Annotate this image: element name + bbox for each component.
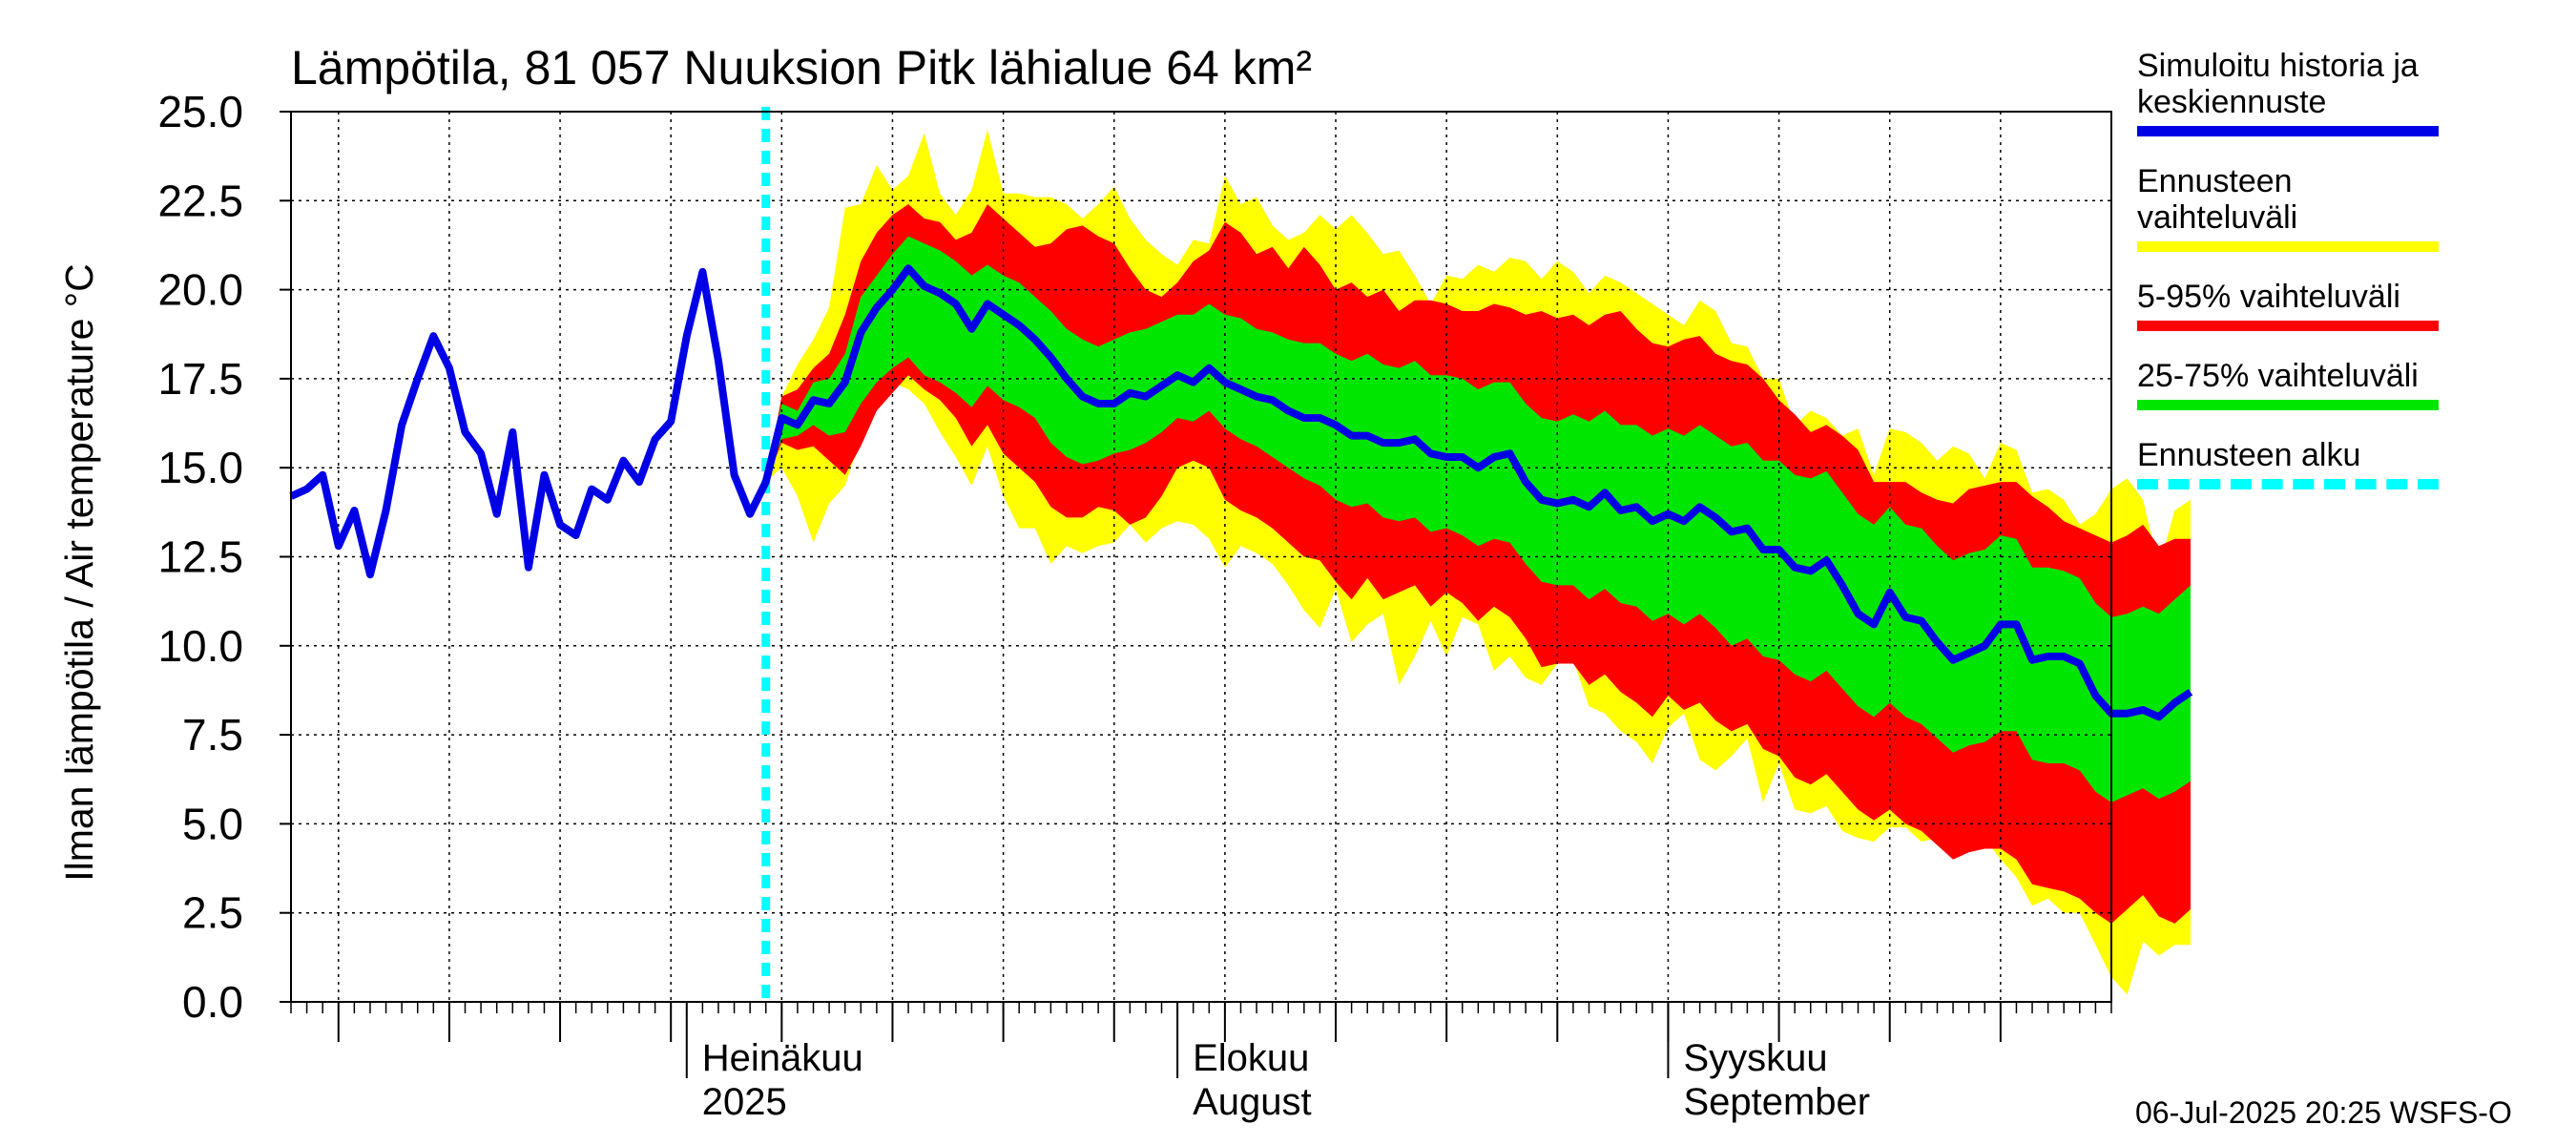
footer-timestamp: 06-Jul-2025 20:25 WSFS-O xyxy=(2135,1095,2512,1130)
legend-swatch-red xyxy=(2137,321,2439,331)
legend-label: 25-75% vaihteluväli xyxy=(2137,358,2419,394)
month-label-line1: Heinäkuu xyxy=(702,1037,863,1079)
band-25-75 xyxy=(765,236,2192,803)
series-lines xyxy=(289,107,2193,1002)
y-axis-label: Ilman lämpötila / Air temperature °C xyxy=(57,263,101,882)
y-tick-label: 25.0 xyxy=(157,87,243,136)
y-tick-label: 0.0 xyxy=(182,977,243,1027)
forecast-bands xyxy=(765,129,2192,995)
legend-label: 5-95% vaihteluväli xyxy=(2137,279,2400,315)
month-label-line2: August xyxy=(1193,1081,1312,1123)
y-tick-label: 2.5 xyxy=(182,888,243,938)
legend-swatch-green xyxy=(2137,400,2439,410)
legend-label: Ennusteen alku xyxy=(2137,437,2361,473)
y-tick-label: 12.5 xyxy=(157,532,243,582)
legend-swatch-yellow xyxy=(2137,241,2439,252)
legend-label: Simuloitu historia ja keskiennuste xyxy=(2137,48,2419,120)
y-axis: 0.0 2.5 5.0 7.5 10.0 12.5 15.0 17.5 20.0 22.5 25.0 xyxy=(157,87,291,1027)
legend-item-range: Ennusteen vaihteluväli xyxy=(2137,163,2462,252)
chart-title: Lämpötila, 81 057 Nuuksion Pitk lähialue… xyxy=(291,41,1312,94)
legend-item-forecast-start: Ennusteen alku xyxy=(2137,437,2462,489)
legend: Simuloitu historia ja keskiennuste Ennus… xyxy=(2137,48,2462,507)
history-median-line xyxy=(289,264,2193,721)
y-tick-label: 22.5 xyxy=(157,176,243,225)
y-tick-label: 17.5 xyxy=(157,354,243,404)
month-label-line1: Syyskuu xyxy=(1683,1037,1827,1079)
y-tick-label: 7.5 xyxy=(182,710,243,760)
legend-item-history: Simuloitu historia ja keskiennuste xyxy=(2137,48,2462,136)
y-tick-label: 10.0 xyxy=(157,621,243,671)
month-label-line1: Elokuu xyxy=(1193,1037,1309,1079)
y-tick-label: 15.0 xyxy=(157,443,243,492)
legend-label: Ennusteen vaihteluväli xyxy=(2137,163,2298,236)
month-label-line2: September xyxy=(1683,1081,1870,1123)
y-tick-label: 5.0 xyxy=(182,799,243,848)
month-label-line2: 2025 xyxy=(702,1081,787,1123)
legend-item-5-95: 5-95% vaihteluväli xyxy=(2137,279,2462,331)
legend-swatch-blue xyxy=(2137,126,2439,136)
y-tick-label: 20.0 xyxy=(157,265,243,315)
legend-item-25-75: 25-75% vaihteluväli xyxy=(2137,358,2462,410)
legend-swatch-cyan-dashed xyxy=(2137,479,2439,489)
